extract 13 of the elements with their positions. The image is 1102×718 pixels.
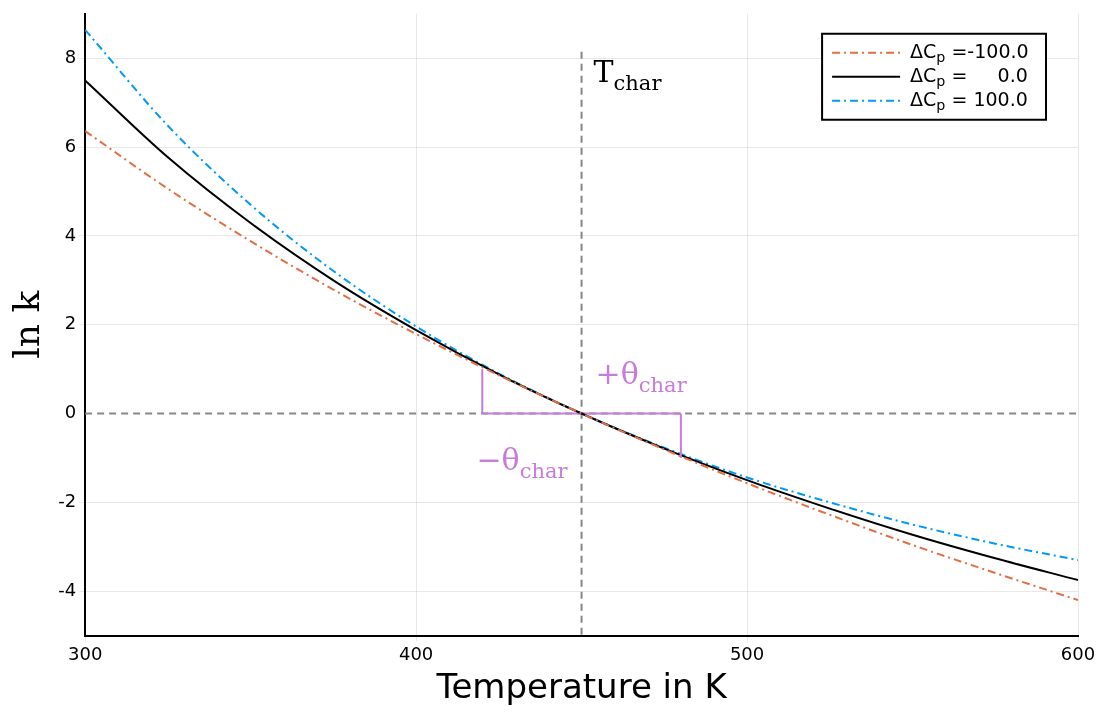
x-tick-label: 600	[1060, 643, 1096, 665]
x-axis-title: Temperature in K	[435, 666, 729, 707]
x-tick-label: 300	[67, 643, 103, 665]
y-tick-label: 2	[64, 312, 77, 334]
y-axis-title: ln k	[5, 289, 47, 359]
y-tick-label: 4	[64, 223, 77, 245]
y-tick-label: 0	[64, 401, 77, 423]
x-tick-label: 500	[729, 643, 765, 665]
x-tick-label: 400	[398, 643, 434, 665]
y-tick-label: 8	[64, 45, 77, 67]
y-tick-label: -2	[58, 490, 77, 512]
y-tick-label: -4	[58, 578, 77, 600]
y-tick-label: 6	[64, 134, 77, 156]
